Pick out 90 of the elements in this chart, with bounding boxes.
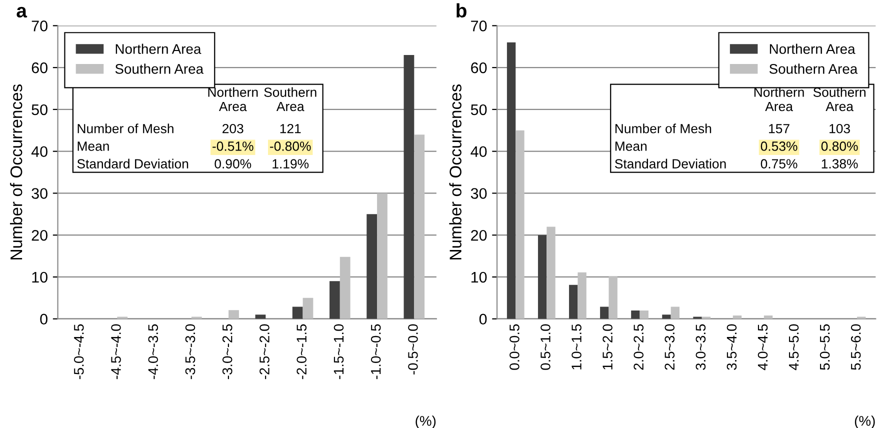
bar [414,134,425,319]
x-tick-label: 1.5~2.0 [602,324,612,370]
annotation: Northern Area [754,87,804,112]
x-tick-label: 3.5~4.0 [726,324,737,370]
bar [506,42,516,319]
chart-title: a [16,6,28,18]
y-axis-title: Number of Occurrences [449,84,462,260]
y-tick-label: 30 [470,188,487,199]
x-tick-label: 3.0~3.5 [696,324,706,370]
annotation: 1.19% [272,159,309,168]
bar [302,298,314,319]
bar [546,226,556,319]
annotation: Standard Deviation [615,158,726,168]
x-tick-label: 2.0~2.5 [634,324,644,370]
bar [255,314,266,319]
x-tick-label: -0.5~0.0 [408,324,418,374]
y-tick-label: 70 [471,20,487,32]
annotation: 0.90% [214,159,252,168]
annotation: Southern Area [813,87,866,112]
bar [640,310,648,319]
legend-label: Southern Area [115,64,204,74]
x-tick-label: -3.0~-2.5 [222,324,232,380]
x-tick-label: 5.5~6.0 [850,324,861,370]
annotation: 103 [830,124,850,134]
y-tick-label: 20 [471,230,487,241]
bar [516,130,524,319]
y-tick-label: 60 [471,62,487,74]
y-tick-label: 40 [470,146,487,158]
x-tick-label: -2.0~-1.5 [296,324,307,380]
x-tick-label: -5.0~-4.5 [74,324,84,380]
y-tick-label: 70 [32,20,48,32]
annotation: 203 [222,124,244,134]
x-tick-label: 0.5~1.0 [540,324,550,370]
y-tick-label: 10 [32,272,48,283]
annotation: Number of Mesh [78,124,174,134]
bar [578,272,586,319]
bar [377,193,388,319]
y-tick-label: 20 [32,230,48,241]
annotation: Mean [615,142,647,151]
legend-label: Southern Area [769,64,858,74]
annotation: Standard Deviation [77,158,188,168]
y-tick-label: 0 [40,314,48,325]
bar [366,214,378,319]
annotation: 121 [280,124,301,134]
x-tick-label: 1.0~1.5 [572,324,582,370]
x-tick-label: 4.5~5.0 [788,324,799,370]
annotation: Northern Area [208,87,258,112]
bar [292,306,303,319]
annotation: 0.75% [760,159,798,168]
annotation: 1.38% [822,159,858,168]
y-tick-label: 60 [32,62,48,74]
annotation: -0.80% [270,142,311,151]
y-tick-label: 40 [31,146,48,158]
annotation: Number of Mesh [615,124,712,134]
bar [538,235,547,319]
bar [404,55,414,319]
x-tick-label: -1.0~-0.5 [370,324,381,380]
annotation: 157 [769,124,790,134]
x-tick-label: 5.0~5.5 [820,324,830,370]
y-tick-label: 0 [479,314,487,325]
annotation: Southern Area [264,87,316,112]
annotation: 0.53% [760,142,798,151]
bar [662,314,671,319]
chart-title: b [456,3,466,18]
y-tick-label: 10 [471,272,487,283]
x-tick-label: -4.0~-3.5 [148,324,158,380]
y-tick-label: 50 [470,104,487,116]
y-axis-title: Number of Occurrences [10,84,22,260]
bar [600,306,609,319]
x-tick-label: -1.5~-1.0 [334,324,344,380]
legend-label: Northern Area [116,44,202,54]
y-tick-label: 30 [32,188,48,199]
x-tick-label: -2.5~-2.0 [260,324,270,380]
bar [569,284,578,319]
x-tick-label: 0.0~0.5 [510,324,520,370]
x-tick-label: 4.0~4.5 [758,324,768,370]
bar [228,310,239,319]
x-tick-label: -3.5~-3.0 [185,324,196,380]
legend-label: Northern Area [770,44,856,54]
bar [340,256,350,319]
annotation: -0.51% [212,142,254,151]
x-tick-label: 2.5~3.0 [664,324,675,370]
bar [631,310,640,319]
x-tick-label: -4.5~-4.0 [111,324,121,380]
bar [608,276,618,319]
annotation: Mean [78,142,109,151]
y-tick-label: 50 [32,104,48,116]
annotation: 0.80% [821,142,858,151]
bar [670,306,680,319]
bar [330,281,340,319]
